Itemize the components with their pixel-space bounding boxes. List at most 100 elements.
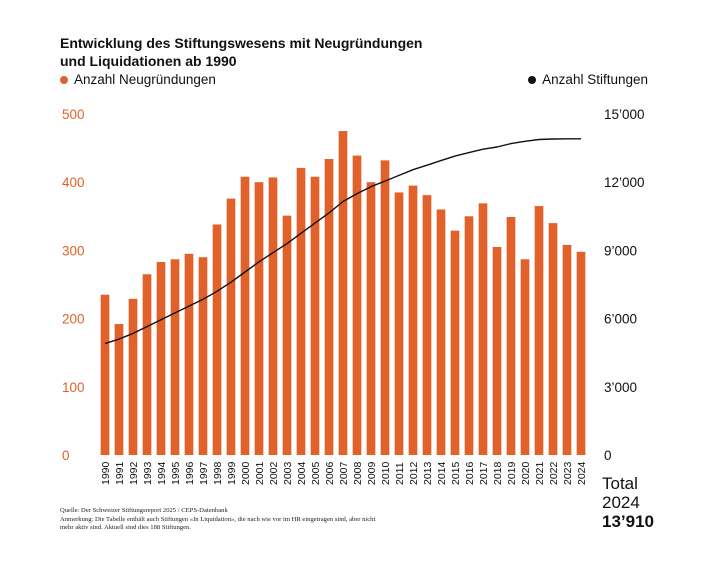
x-tick-label: 2000: [240, 461, 252, 485]
footnote-note: Anmerkung: Die Tabelle enthält auch Stif…: [60, 515, 376, 523]
x-tick-label: 2016: [464, 461, 476, 485]
x-tick-label: 2022: [548, 461, 560, 485]
x-tick-label: 2013: [422, 461, 434, 485]
x-tick-label: 2003: [282, 461, 294, 485]
x-tick-label: 2011: [394, 462, 406, 485]
bar: [128, 298, 138, 455]
x-tick-label: 1990: [100, 461, 112, 485]
total-label: Total: [602, 474, 638, 493]
x-tick-label: 1992: [128, 461, 140, 485]
bar: [450, 230, 460, 455]
bar: [422, 195, 432, 455]
x-tick-label: 2009: [366, 461, 378, 485]
bar: [310, 176, 320, 455]
x-tick-label: 1994: [156, 461, 168, 485]
legend-label-total-foundations: Anzahl Stiftungen: [542, 72, 648, 87]
x-tick-label: 1996: [184, 461, 196, 485]
x-tick-label: 1993: [142, 461, 154, 485]
bar: [492, 246, 502, 455]
bar: [100, 294, 110, 455]
x-tick-label: 1995: [170, 461, 182, 485]
bar: [352, 155, 362, 456]
footnote-source: Quelle: Der Schweizer Stiftungsreport 20…: [60, 507, 228, 514]
y-right-tick-label: 3’000: [604, 380, 637, 395]
bar: [324, 159, 334, 455]
y-right-tick-label: 0: [604, 448, 612, 463]
bar: [282, 215, 292, 455]
bar: [268, 177, 278, 455]
total-year: 2024: [602, 493, 640, 512]
footnote: Quelle: Der Schweizer Stiftungsreport 20…: [60, 507, 440, 533]
total-value: 13’910: [602, 512, 654, 531]
bar: [548, 223, 558, 455]
x-tick-label: 2002: [268, 461, 280, 485]
bar: [534, 206, 544, 455]
chart-title-line-2: und Liquidationen ab 1990: [60, 53, 237, 69]
x-tick-label: 1999: [226, 461, 238, 485]
x-tick-label: 2012: [408, 461, 420, 485]
bar: [464, 216, 474, 455]
legend-dot-orange: [60, 75, 68, 84]
x-tick-label: 2007: [338, 461, 350, 485]
x-tick-label: 2015: [450, 461, 462, 485]
y-right-tick-label: 6’000: [604, 312, 637, 327]
bar: [170, 259, 180, 455]
y-left-tick-label: 400: [62, 175, 85, 190]
bar: [338, 131, 348, 456]
x-tick-label: 2006: [324, 461, 336, 485]
bar: [296, 167, 306, 456]
bar: [212, 224, 222, 455]
y-left-tick-label: 500: [62, 107, 85, 122]
bar: [198, 257, 208, 455]
x-tick-label: 2019: [506, 461, 518, 485]
y-left-tick-label: 0: [62, 448, 70, 463]
x-tick-label: 2004: [296, 461, 308, 485]
y-right-tick-label: 12’000: [604, 175, 645, 190]
x-tick-label: 1997: [198, 461, 210, 485]
legend-label-new-foundations: Anzahl Neugründungen: [74, 72, 216, 87]
y-left-tick-label: 100: [62, 380, 85, 395]
x-tick-label: 2021: [534, 461, 546, 485]
bar: [226, 198, 236, 455]
bar: [380, 160, 390, 455]
x-tick-label: 2023: [562, 461, 574, 485]
bar: [562, 244, 572, 455]
x-tick-label: 2010: [380, 461, 392, 485]
bar: [254, 182, 264, 455]
x-tick-label: 2014: [436, 461, 448, 485]
bar: [114, 324, 124, 455]
bar: [576, 251, 586, 455]
x-tick-label: 2018: [492, 461, 504, 485]
legend-new-foundations: Anzahl Neugründungen: [60, 72, 216, 87]
footnote-note-cont: mehr aktiv sind. Aktuell sind dies 188 S…: [60, 524, 191, 532]
x-tick-label: 2005: [310, 461, 322, 485]
bar: [478, 203, 488, 455]
y-left-tick-label: 200: [62, 312, 85, 327]
total-box: Total 2024 13’910: [602, 474, 654, 531]
y-right-tick-label: 15’000: [604, 107, 645, 122]
x-tick-label: 2008: [352, 461, 364, 485]
bar: [156, 261, 166, 455]
x-tick-label: 2020: [520, 461, 532, 485]
bar: [408, 185, 418, 456]
bar: [366, 182, 376, 455]
bar: [184, 253, 194, 455]
x-tick-label: 2024: [576, 461, 588, 485]
legend-dot-black: [528, 75, 537, 84]
bar: [240, 176, 250, 455]
y-right-tick-label: 9’000: [604, 243, 637, 258]
x-tick-label: 1998: [212, 461, 224, 485]
x-tick-label: 1991: [114, 461, 126, 485]
bar: [394, 192, 404, 455]
chart-title-line-1: Entwicklung des Stiftungswesens mit Neug…: [60, 35, 423, 51]
line-total-foundations: [104, 138, 581, 345]
legend-total-foundations: Anzahl Stiftungen: [528, 72, 648, 87]
bar: [520, 259, 530, 455]
x-tick-label: 2017: [478, 461, 490, 485]
bar: [142, 274, 152, 455]
x-tick-label: 2001: [254, 461, 266, 485]
chart-title: Entwicklung des Stiftungswesens mit Neug…: [60, 34, 480, 70]
y-left-tick-label: 300: [62, 243, 85, 258]
bar: [436, 209, 446, 455]
